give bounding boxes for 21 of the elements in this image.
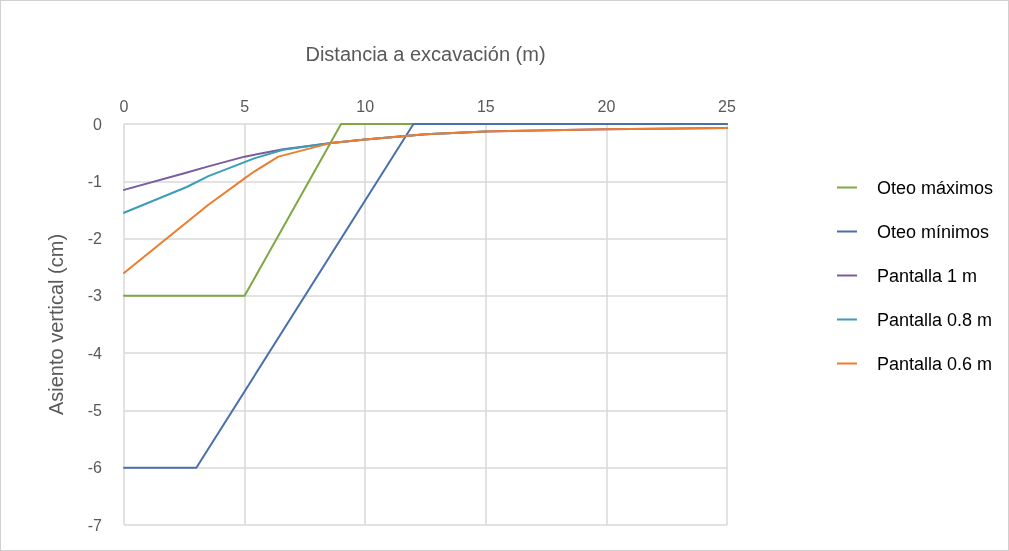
x-tick-label: 10 [356, 97, 375, 115]
x-tick-label: 25 [718, 97, 736, 115]
y-tick-label: -6 [87, 459, 103, 477]
y-tick-label: -2 [87, 230, 103, 248]
legend-label: Oteo mínimos [876, 221, 990, 242]
y-tick-label: -7 [87, 516, 103, 534]
y-tick-label: -5 [87, 401, 103, 419]
x-tick-label: 15 [476, 97, 495, 115]
legend-label: Pantalla 0.8 m [876, 309, 993, 330]
x-tick-label: 20 [597, 97, 616, 115]
x-tick-label: 5 [240, 97, 250, 115]
x-tick-label: 0 [119, 97, 129, 115]
legend-label: Pantalla 0.6 m [876, 353, 993, 374]
y-tick-label: -3 [87, 287, 103, 305]
y-axis-title: Asiento vertical (cm) [45, 233, 67, 416]
y-tick-label: 0 [93, 115, 103, 133]
x-axis-title: Distancia a excavación (m) [305, 43, 546, 65]
y-tick-label: -1 [87, 172, 103, 190]
legend-label: Pantalla 1 m [876, 265, 978, 286]
y-tick-label: -4 [87, 344, 103, 362]
legend-label: Oteo máximos [876, 177, 994, 198]
